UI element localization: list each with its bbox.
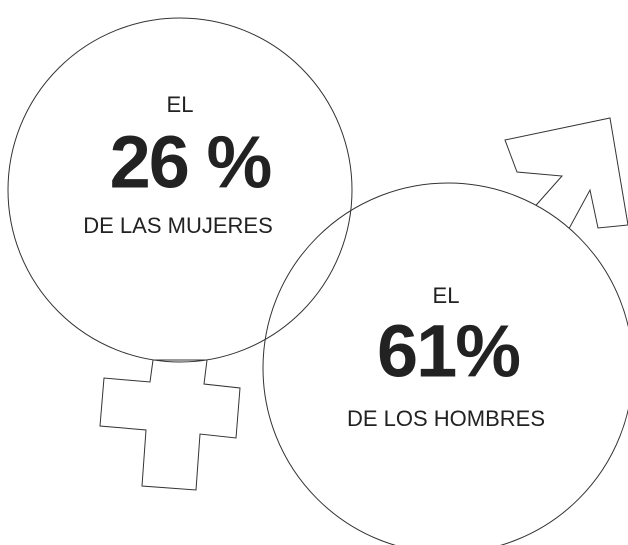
men-value: 61% bbox=[377, 310, 519, 393]
female-circle bbox=[7, 17, 353, 363]
men-prefix: EL bbox=[433, 283, 460, 308]
women-prefix: EL bbox=[167, 92, 194, 117]
male-circle bbox=[262, 182, 628, 545]
female-cross bbox=[99, 359, 241, 491]
women-suffix: DE LAS MUJERES bbox=[83, 213, 273, 238]
men-suffix: DE LOS HOMBRES bbox=[347, 406, 545, 431]
women-value: 26 % bbox=[110, 121, 271, 204]
